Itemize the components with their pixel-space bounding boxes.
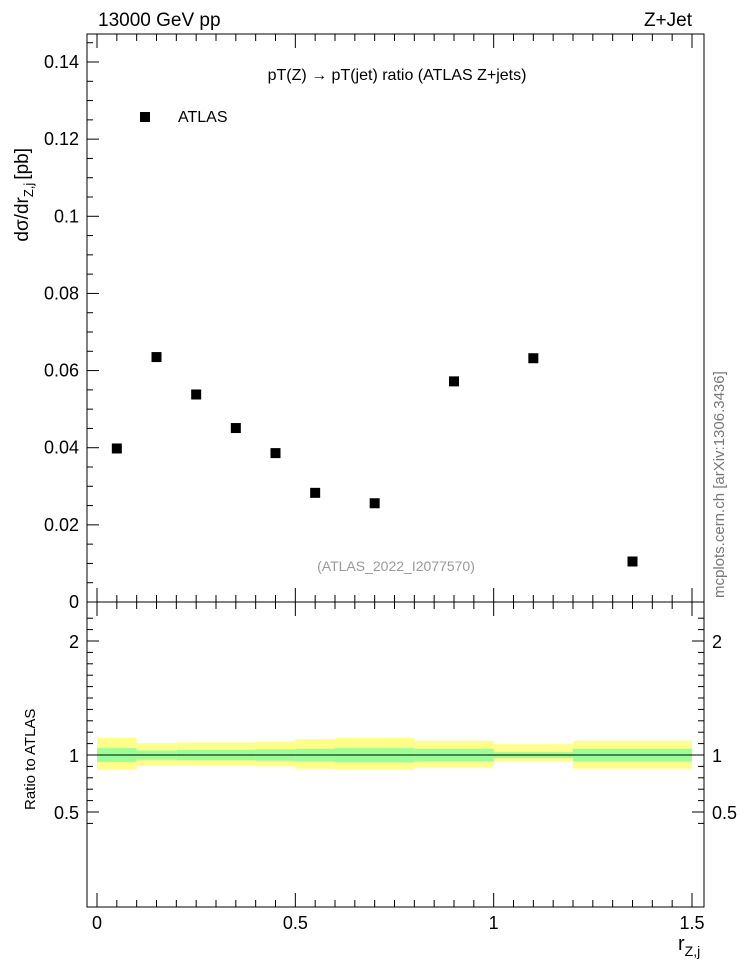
y-tick-label: 0.02	[44, 515, 79, 535]
watermark: (ATLAS_2022_I2077570)	[317, 558, 475, 574]
y-tick-label: 0.1	[54, 206, 79, 226]
data-point	[151, 352, 162, 363]
y-tick-label: 0.12	[44, 129, 79, 149]
y-tick-label: 0.04	[44, 438, 79, 458]
ratio-y-tick-label: 1	[69, 746, 79, 766]
x-axis-label: rZ,j	[678, 933, 700, 959]
y-axis-label: dσ/drZ,j[pb]	[12, 148, 36, 242]
header-left: 13000 GeV pp	[98, 10, 221, 31]
ratio-y-tick-label-right: 2	[712, 632, 722, 652]
data-point	[449, 376, 459, 387]
x-axis-label-sub: Z,j	[685, 943, 701, 959]
ratio-y-axis-label: Ratio to ATLAS	[22, 709, 39, 810]
main-panel: 0 0.02 0.04 0.06 0.08 0.1 0.12 0.14 pT(Z) → pT(…	[12, 33, 705, 612]
data-point	[310, 487, 321, 498]
y-tick-label: 0.14	[44, 52, 79, 72]
x-tick-label: 1	[489, 913, 499, 933]
header-right: Z+Jet	[644, 10, 693, 31]
ratio-y-tick-label-right: 0.5	[712, 803, 737, 823]
data-point	[111, 443, 122, 454]
x-tick-label: 0	[92, 913, 102, 933]
data-point	[191, 389, 202, 400]
data-point	[270, 448, 281, 459]
y-tick-label: 0	[69, 592, 79, 612]
legend-label: ATLAS	[178, 109, 228, 126]
ratio-y-tick-label: 0.5	[54, 803, 79, 823]
ratio-y-tick-label-right: 1	[712, 746, 722, 766]
side-label: mcplots.cern.ch [arXiv:1306.3436]	[711, 371, 728, 598]
y-tick-label: 0.06	[44, 361, 79, 381]
ratio-y-tick-label: 2	[69, 632, 79, 652]
data-point	[230, 423, 241, 434]
y-tick-label: 0.08	[44, 283, 79, 303]
y-axis-label-unit: [pb]	[12, 148, 33, 180]
legend-marker	[140, 112, 150, 122]
y-axis-label-sub: Z,j	[21, 183, 36, 198]
ratio-panel: 0.5 0.5 1 1 2 2 0 0.5 1 1.5 Ratio to ATLAS rZ,j	[22, 601, 737, 959]
data-point	[627, 556, 638, 567]
x-tick-label: 1.5	[679, 913, 704, 933]
data-point	[528, 353, 539, 364]
plot-title: pT(Z) → pT(jet) ratio (ATLAS Z+jets)	[268, 67, 527, 84]
x-tick-label: 0.5	[283, 913, 308, 933]
data-point	[369, 498, 380, 509]
